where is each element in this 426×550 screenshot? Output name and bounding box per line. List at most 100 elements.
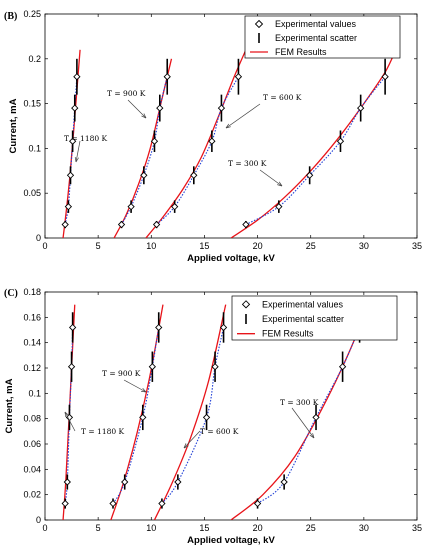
annotation-arrow (291, 407, 315, 439)
data-point (73, 73, 81, 81)
data-point (61, 499, 69, 508)
y-tick-label: 0.25 (23, 9, 41, 19)
annotation-label: T = 300 K (228, 159, 267, 168)
legend-box (231, 295, 398, 341)
annotation-arrowhead (74, 157, 79, 163)
annotation-arrow (225, 103, 261, 129)
data-point (67, 363, 76, 371)
y-tick-label: 0.16 (23, 312, 41, 322)
data-point (234, 73, 243, 81)
panel-label-b: (B) (4, 11, 17, 22)
data-point (211, 363, 219, 371)
y-tick-label: 0 (36, 233, 41, 243)
y-tick-label: 0.08 (23, 414, 41, 424)
data-point (152, 220, 161, 229)
legend-diamond-icon (254, 19, 264, 29)
blue-dotted-curves-c (64, 327, 361, 504)
experimental-trend-line (64, 327, 74, 504)
annotation-arrow (64, 411, 76, 432)
experimental-markers-c (61, 323, 364, 508)
data-point (127, 203, 135, 211)
data-point (121, 478, 129, 486)
data-point (68, 137, 77, 145)
y-axis-label-b: Current, mA (8, 98, 19, 153)
data-point (156, 104, 164, 112)
annotation-label: T = 600 K (263, 93, 302, 102)
y-tick-label: 0.18 (23, 287, 41, 297)
chart-panel-c: (C) 0 5 10 15 20 25 30 35 0 0.02 0.04 0.06 0.08 0.1 0.… (4, 287, 422, 546)
data-point (312, 413, 320, 422)
x-tick-label: 15 (199, 523, 209, 533)
data-point (155, 323, 163, 332)
data-point (158, 499, 166, 508)
data-point (148, 363, 156, 371)
y-tick-label: 0.15 (23, 99, 41, 109)
data-point (253, 499, 262, 508)
x-tick-label: 35 (412, 241, 422, 251)
data-point (140, 171, 148, 179)
x-tick-label: 30 (359, 523, 369, 533)
experimental-trend-line (257, 327, 361, 504)
legend-label-scatter: Experimental scatter (275, 33, 357, 43)
legend-label-scatter: Experimental scatter (262, 314, 344, 324)
annotation-label: T = 900 K (102, 369, 141, 378)
legend-c: Experimental values Experimental scatter F… (231, 295, 398, 341)
annotation-label: T = 1180 K (81, 427, 125, 436)
annotation-arrow (75, 140, 81, 163)
y-tick-label: 0.2 (28, 54, 41, 64)
x-tick-label: 20 (253, 241, 263, 251)
data-point (275, 203, 283, 211)
chart-panel-b: (B) 0 5 10 15 20 25 30 35 0 0.05 0.1 0.15 0.2 0.25 T … (4, 9, 422, 264)
annotation-label: T = 300 K (280, 398, 319, 407)
annotation-label: T = 900 K (107, 89, 146, 98)
annotation-arrowhead (225, 123, 231, 129)
fem-curve (62, 49, 81, 238)
data-point (242, 220, 250, 229)
data-point (61, 220, 69, 229)
y-tick-label: 0 (36, 515, 41, 525)
error-bars-c (64, 312, 361, 509)
data-point (171, 203, 179, 211)
data-point (71, 104, 79, 112)
data-point (208, 137, 216, 145)
x-tick-label: 10 (146, 241, 156, 251)
data-point (217, 104, 226, 112)
annotation-arrowhead (277, 181, 283, 187)
data-point (139, 413, 147, 422)
y-tick-label: 0.06 (23, 439, 41, 449)
data-point (65, 413, 74, 422)
data-point (163, 73, 171, 81)
y-tick-label: 0.05 (23, 188, 41, 198)
legend-label-experimental: Experimental values (275, 19, 357, 29)
y-tick-label: 0.14 (23, 338, 41, 348)
temperature-annotations-b: T = 1180 K T = 900 K T = 600 K T = 300 K (64, 89, 302, 187)
legend-label-fem: FEM Results (275, 47, 327, 57)
data-point (336, 137, 345, 145)
fem-curve (110, 304, 164, 520)
fem-curve (230, 49, 397, 238)
data-point (357, 104, 365, 112)
y-tick-label: 0.1 (28, 388, 41, 398)
x-tick-label: 5 (96, 241, 101, 251)
x-tick-label: 30 (359, 241, 369, 251)
axes-ticks-c: 0 5 10 15 20 25 30 35 0 0.02 0.04 0.06 0.08 0.1 0.12 0.… (23, 287, 422, 533)
data-point (109, 499, 117, 508)
legend-label-experimental: Experimental values (262, 299, 344, 309)
fem-curve (145, 49, 247, 238)
annotation-arrowhead (64, 411, 69, 418)
experimental-trend-line (161, 327, 225, 504)
data-point (381, 73, 389, 81)
experimental-trend-line (245, 76, 386, 226)
experimental-markers-b (61, 73, 389, 229)
annotation-arrow (183, 430, 201, 449)
x-tick-label: 0 (42, 241, 47, 251)
data-point (66, 171, 75, 179)
error-bars-b (64, 58, 386, 229)
panel-label-c: (C) (4, 288, 18, 299)
annotation-arrow (127, 99, 147, 119)
annotation-arrowhead (309, 433, 315, 439)
annotation-arrowhead (141, 388, 147, 393)
annotation-arrow (259, 169, 283, 187)
annotation-label: T = 600 K (200, 427, 239, 436)
